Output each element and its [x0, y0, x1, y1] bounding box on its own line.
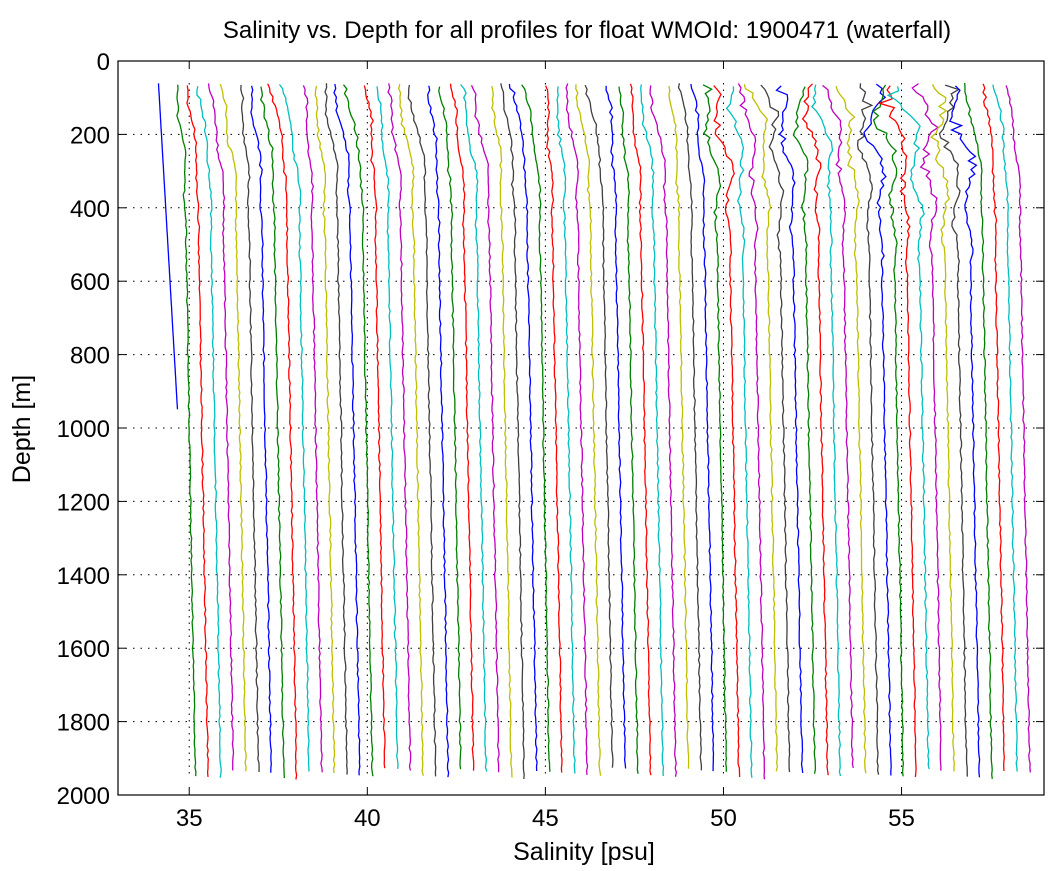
profile-line — [822, 84, 854, 769]
profile-lines — [157, 82, 1032, 780]
profile-line — [982, 83, 1005, 771]
profile-line — [690, 83, 715, 772]
profile-line — [575, 84, 602, 776]
profile-line — [219, 84, 247, 772]
profile-line — [801, 83, 829, 776]
profile-line — [176, 84, 197, 777]
y-tick-label: 1600 — [57, 636, 110, 663]
profile-line — [376, 86, 399, 769]
profile-line — [545, 85, 563, 773]
profile-line — [930, 84, 955, 772]
profile-line — [157, 83, 179, 410]
profile-line — [743, 84, 779, 772]
y-tick-label: 600 — [70, 269, 110, 296]
x-axis-label: Salinity [psu] — [513, 838, 655, 866]
y-tick-label: 800 — [70, 343, 110, 370]
y-tick-label: 400 — [70, 196, 110, 223]
profile-line — [725, 86, 753, 778]
profile-line — [508, 83, 538, 772]
profile-line — [811, 84, 842, 777]
profile-line — [677, 83, 703, 771]
y-axis-label: Depth [m] — [8, 375, 36, 483]
reference-lines — [188, 83, 903, 777]
profile-line — [250, 85, 272, 773]
profile-line — [886, 86, 930, 770]
y-tick-label: 2000 — [57, 783, 110, 810]
profile-line — [629, 83, 652, 776]
profile-line — [702, 84, 728, 772]
profile-line — [407, 84, 437, 777]
profile-line — [938, 84, 968, 777]
y-tick-label: 1200 — [57, 489, 110, 516]
profile-line — [278, 84, 310, 772]
profile-line — [605, 85, 627, 769]
profile-line — [792, 86, 817, 774]
profile-line — [186, 85, 209, 777]
profile-line — [207, 83, 235, 771]
profile-line — [387, 83, 412, 771]
profile-line — [267, 83, 298, 780]
y-tick-label: 0 — [97, 49, 110, 76]
y-axis-ticks: 0 200 400 600 800 1000 1200 1400 1600 1800 2000 — [57, 49, 1044, 810]
profile-line — [1005, 85, 1032, 773]
x-tick-label: 55 — [888, 805, 915, 832]
x-tick-label: 35 — [176, 805, 203, 832]
profile-line — [500, 83, 525, 780]
profile-line — [342, 84, 374, 777]
profile-line — [460, 84, 488, 772]
profile-line — [835, 86, 867, 774]
y-tick-label: 1000 — [57, 416, 110, 443]
x-axis-ticks: 35 40 45 50 55 — [176, 61, 915, 832]
profile-line — [640, 84, 665, 777]
profile-line — [427, 85, 450, 778]
profile-line — [760, 84, 791, 773]
profile-line — [302, 85, 323, 773]
profile-line — [240, 84, 260, 773]
profile-line — [491, 85, 513, 778]
profile-line — [363, 85, 386, 769]
y-tick-label: 200 — [70, 122, 110, 149]
profile-line — [259, 86, 286, 779]
profile-line — [775, 85, 804, 773]
profile-line — [333, 83, 361, 776]
profile-line — [713, 85, 741, 778]
profile-line — [948, 85, 981, 778]
profile-line — [992, 84, 1019, 772]
chart-title: Salinity vs. Depth for all profiles for … — [223, 17, 951, 44]
y-tick-label: 1400 — [57, 563, 110, 590]
profile-line — [398, 84, 425, 776]
profile-line — [196, 86, 222, 778]
profile-line — [856, 83, 880, 775]
x-tick-label: 50 — [710, 805, 737, 832]
profile-line — [668, 85, 690, 769]
profile-line — [556, 86, 576, 774]
profile-line — [911, 83, 942, 771]
profile-line — [470, 85, 500, 773]
profile-line — [872, 84, 905, 777]
profile-line — [618, 86, 639, 774]
profile-line — [877, 85, 917, 778]
profile-line — [449, 83, 475, 771]
profile-line — [565, 83, 589, 775]
y-tick-label: 1800 — [57, 710, 110, 737]
profile-line — [584, 84, 614, 768]
profile-line — [314, 85, 336, 774]
profile-line — [863, 83, 892, 776]
profile-line — [324, 83, 348, 775]
profile-line — [964, 82, 993, 779]
x-tick-label: 40 — [354, 805, 381, 832]
profile-line — [438, 86, 462, 770]
profile-line — [521, 84, 551, 772]
profile-line — [649, 85, 677, 777]
profile-line — [737, 83, 766, 780]
x-tick-label: 45 — [532, 805, 559, 832]
